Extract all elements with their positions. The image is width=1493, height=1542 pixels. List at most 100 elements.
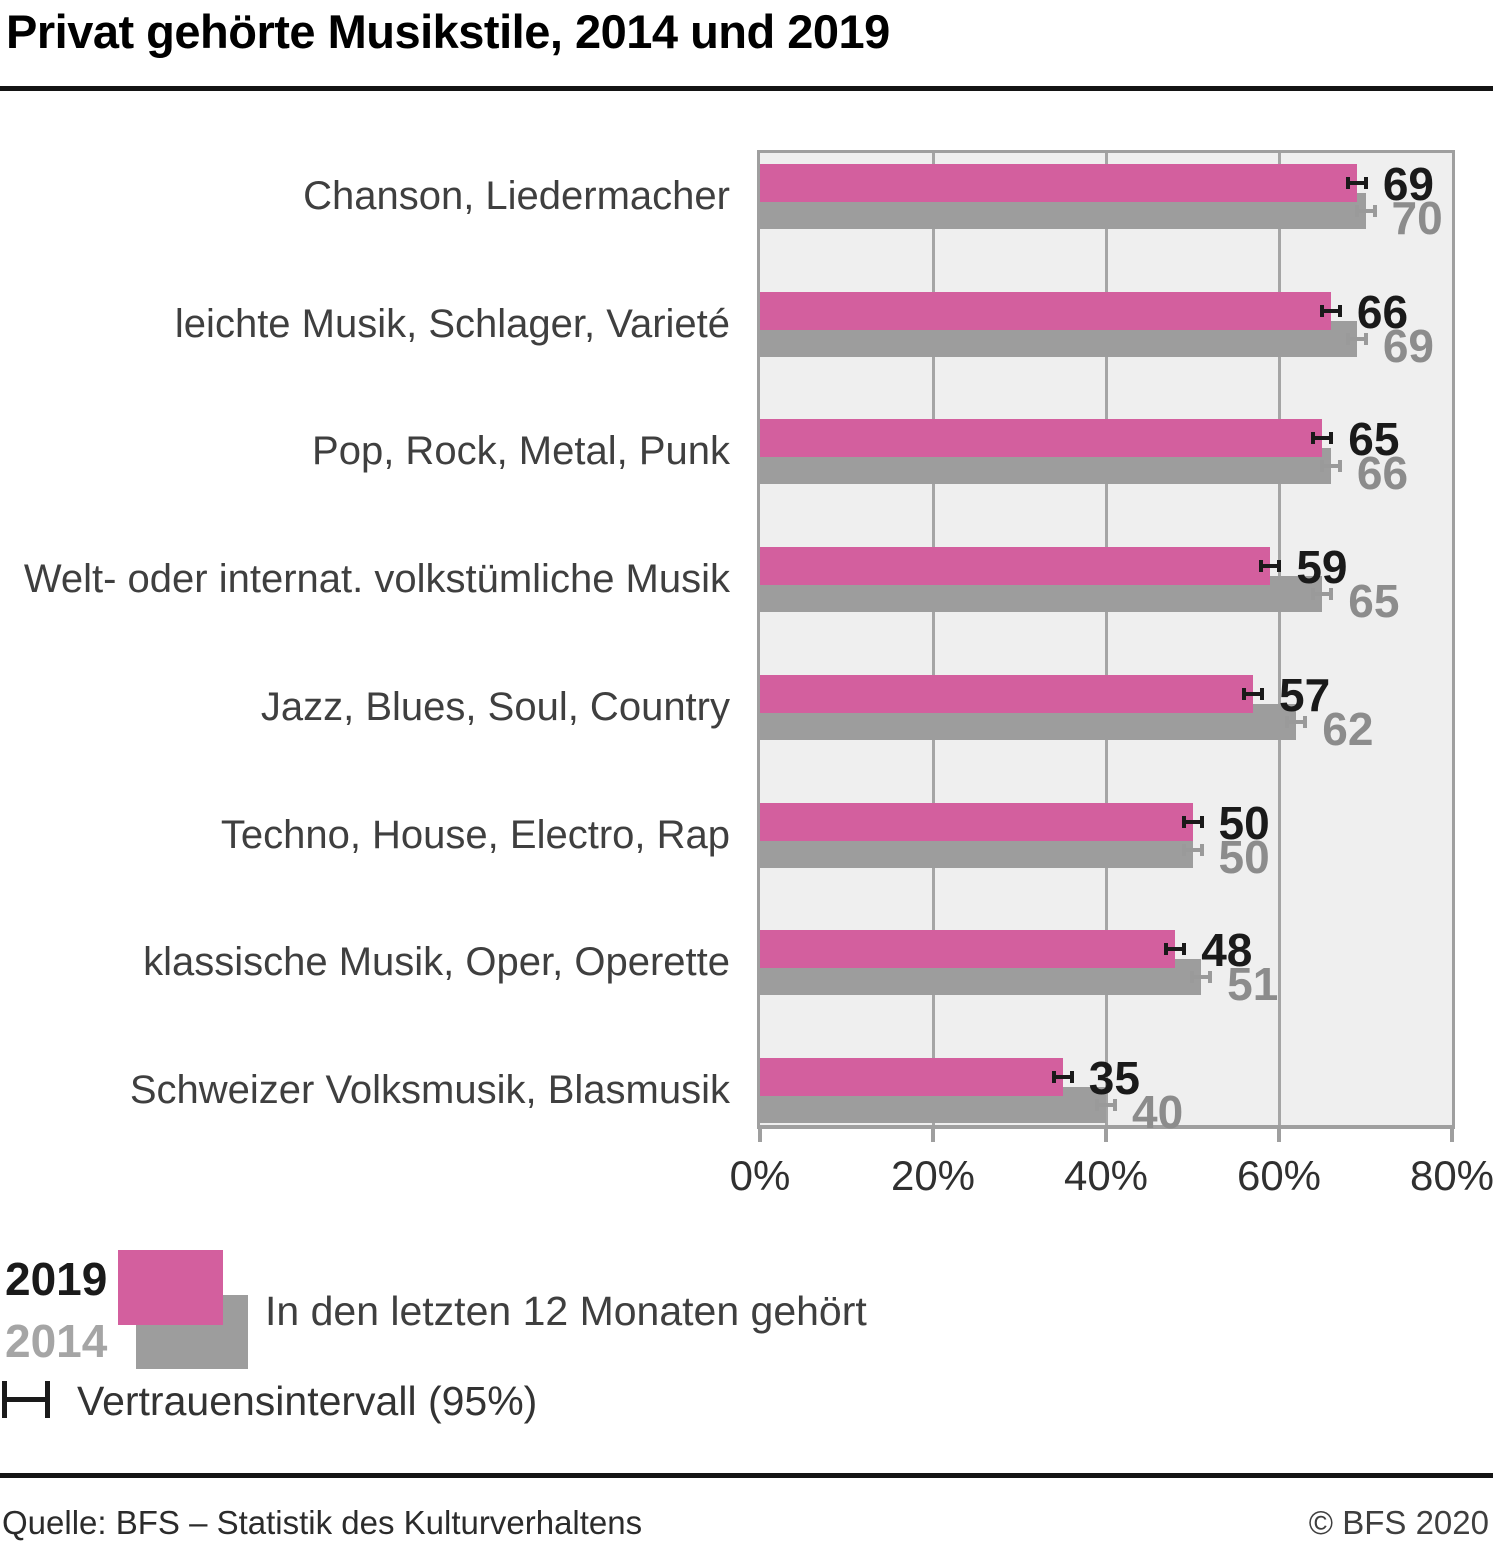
legend-key-text: In den letzten 12 Monaten gehört — [265, 1288, 867, 1334]
error-bar-2019-line — [1164, 947, 1187, 952]
value-label-2014: 50 — [1218, 830, 1270, 883]
category-label: Schweizer Volksmusik, Blasmusik — [129, 1067, 730, 1112]
axis-tick-40 — [1104, 1129, 1108, 1142]
error-bar-2019 — [1242, 687, 1265, 700]
error-bar-2014-line — [1285, 719, 1308, 724]
bar-2019 — [760, 547, 1271, 586]
category-label: Jazz, Blues, Soul, Country — [260, 684, 730, 729]
title-divider — [0, 86, 1493, 91]
error-bar-2019 — [1181, 815, 1204, 828]
value-label-2014: 51 — [1227, 958, 1279, 1011]
bar-2019 — [760, 674, 1254, 713]
error-bar-2014-right-cap — [1303, 715, 1308, 728]
footer-divider — [0, 1473, 1493, 1478]
error-bar-2014-right-cap — [1329, 588, 1334, 601]
error-bar-2014 — [1095, 1098, 1117, 1111]
bar-2019 — [760, 1057, 1063, 1096]
error-bar-2019-right-cap — [1329, 432, 1334, 445]
error-bar-2019-right-cap — [1337, 304, 1342, 317]
value-label-2014: 69 — [1382, 319, 1435, 372]
error-bar-2019-line — [1051, 1074, 1074, 1079]
ci-icon-right-cap — [45, 1381, 50, 1418]
error-bar-2019 — [1345, 177, 1368, 189]
error-bar-2014-line — [1319, 464, 1342, 469]
error-bar-2019-line — [1319, 308, 1342, 313]
confidence-interval-icon — [2, 1381, 50, 1418]
bar-2019 — [760, 930, 1176, 969]
category-label: klassische Musik, Oper, Operette — [143, 940, 730, 985]
error-bar-2019-line — [1311, 436, 1334, 441]
error-bar-2014 — [1345, 332, 1368, 345]
error-bar-2019-line — [1259, 564, 1282, 569]
legend-swatch-2019 — [118, 1250, 223, 1325]
x-tick-label: 20% — [890, 1152, 976, 1199]
error-bar-2014-line — [1095, 1102, 1117, 1107]
legend-year-2019: 2019 — [5, 1253, 108, 1305]
error-bar-2014-right-cap — [1208, 971, 1213, 984]
footer-copyright: © BFS 2020 — [1308, 1504, 1489, 1541]
x-tick-label: 0% — [729, 1152, 791, 1199]
value-label-2014: 66 — [1356, 447, 1409, 500]
axis-tick-20 — [931, 1129, 935, 1142]
error-bar-2014 — [1285, 715, 1308, 728]
error-bar-2019 — [1164, 943, 1187, 956]
error-bar-2019-right-cap — [1260, 687, 1265, 700]
value-label-2019: 66 — [1356, 285, 1409, 338]
value-label-2014: 62 — [1322, 702, 1374, 755]
footer-source: Quelle: BFS – Statistik des Kulturverhal… — [2, 1504, 643, 1541]
error-bar-2019-line — [1345, 181, 1368, 185]
category-label: leichte Musik, Schlager, Varieté — [174, 301, 730, 346]
legend-year-2014: 2014 — [5, 1315, 108, 1367]
error-bar-2019-right-cap — [1363, 177, 1368, 189]
x-tick-label: 40% — [1063, 1152, 1149, 1199]
error-bar-2019-right-cap — [1182, 943, 1187, 956]
error-bar-2014-right-cap — [1113, 1098, 1117, 1111]
error-bar-2019 — [1311, 432, 1334, 445]
error-bar-2014-line — [1311, 592, 1334, 597]
value-label-2019: 69 — [1382, 158, 1435, 210]
error-bar-2014-line — [1181, 847, 1204, 852]
gridline-40 — [1104, 153, 1108, 1125]
axis-tick-80 — [1450, 1129, 1454, 1142]
error-bar-2019 — [1319, 304, 1342, 317]
value-label-2014: 40 — [1132, 1085, 1184, 1138]
gridline-20 — [931, 153, 935, 1125]
error-bar-2014-line — [1354, 209, 1377, 213]
error-bar-2019-right-cap — [1199, 815, 1204, 828]
gridline-60 — [1277, 153, 1281, 1125]
error-bar-2014-right-cap — [1372, 205, 1377, 217]
category-label: Welt- oder internat. volkstümliche Musik — [23, 557, 730, 602]
error-bar-2014-right-cap — [1363, 332, 1368, 345]
plot-area: 69 70 66 69 65 66 59 65 57 62 50 50 48 51 35 40 — [757, 150, 1455, 1135]
value-label-2014: 65 — [1348, 575, 1400, 628]
error-bar-2019-right-cap — [1277, 560, 1282, 573]
bar-2019 — [760, 802, 1193, 841]
category-label: Chanson, Liedermacher — [303, 174, 730, 218]
error-bar-2014 — [1181, 843, 1204, 856]
error-bar-2019-line — [1242, 691, 1265, 696]
error-bar-2014-right-cap — [1337, 460, 1342, 473]
value-label-2019: 50 — [1218, 796, 1270, 849]
bar-2019 — [760, 164, 1357, 202]
error-bar-2014 — [1354, 205, 1377, 217]
error-bar-2014 — [1311, 588, 1334, 601]
error-bar-2014 — [1319, 460, 1342, 473]
value-label-2019: 59 — [1296, 541, 1348, 594]
error-bar-2014-line — [1345, 336, 1368, 341]
error-bar-2019 — [1259, 560, 1282, 573]
error-bar-2014-line — [1190, 975, 1213, 980]
value-label-2019: 65 — [1348, 413, 1400, 466]
category-label: Techno, House, Electro, Rap — [220, 812, 730, 857]
error-bar-2019 — [1051, 1070, 1074, 1083]
value-label-2019: 35 — [1088, 1051, 1140, 1104]
axis-tick-60 — [1277, 1129, 1281, 1142]
axis-tick-0 — [758, 1129, 762, 1142]
confidence-interval-label: Vertrauensintervall (95%) — [77, 1378, 538, 1424]
bar-2019 — [760, 291, 1331, 330]
error-bar-2014-right-cap — [1199, 843, 1204, 856]
value-label-2019: 48 — [1201, 924, 1253, 977]
ci-icon-line — [2, 1397, 50, 1402]
bar-2019 — [760, 419, 1323, 458]
value-label-2014: 70 — [1391, 192, 1443, 244]
error-bar-2019-line — [1181, 819, 1204, 824]
